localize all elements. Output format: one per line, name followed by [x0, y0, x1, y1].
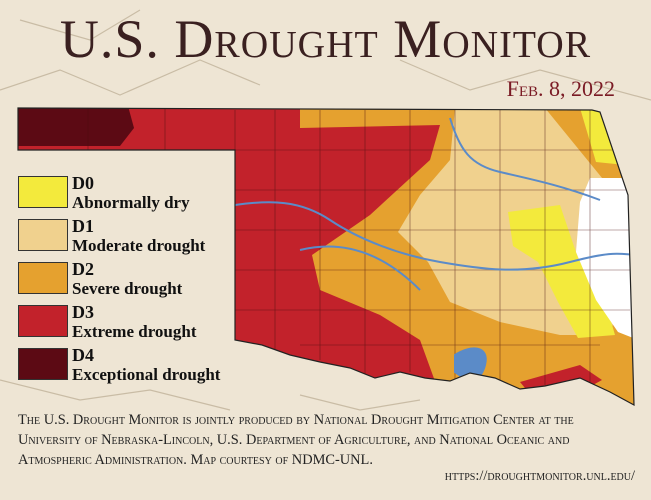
title: U.S. Drought Monitor [59, 9, 592, 69]
legend-label: Moderate drought [72, 236, 206, 255]
cracks [0, 9, 651, 411]
legend-swatch [18, 176, 68, 208]
legend-code: D4 [72, 345, 94, 365]
legend-swatch [18, 348, 68, 380]
legend-item: D4 Exceptional drought [18, 345, 278, 390]
legend-item: D1 Moderate drought [18, 216, 278, 261]
area-d0 [508, 205, 615, 338]
legend-label: Extreme drought [72, 322, 197, 341]
legend-code: D2 [72, 259, 94, 279]
legend-label: Exceptional drought [72, 365, 221, 384]
legend-swatch [18, 305, 68, 337]
legend-swatch [18, 219, 68, 251]
date: Feb. 8, 2022 [506, 76, 615, 101]
legend-item: D3 Extreme drought [18, 302, 278, 347]
credit: The U.S. Drought Monitor is jointly prod… [18, 412, 574, 468]
url: https://droughtmonitor.unl.edu/ [444, 468, 635, 484]
legend-swatch [18, 262, 68, 294]
legend-item: D2 Severe drought [18, 259, 278, 304]
legend-label: Severe drought [72, 279, 183, 298]
legend-label: Abnormally dry [72, 193, 190, 212]
legend-code: D3 [72, 302, 94, 322]
legend-item: D0 Abnormally dry [18, 173, 278, 218]
legend-code: D0 [72, 173, 94, 193]
area-d4 [18, 108, 134, 146]
legend-code: D1 [72, 216, 94, 236]
